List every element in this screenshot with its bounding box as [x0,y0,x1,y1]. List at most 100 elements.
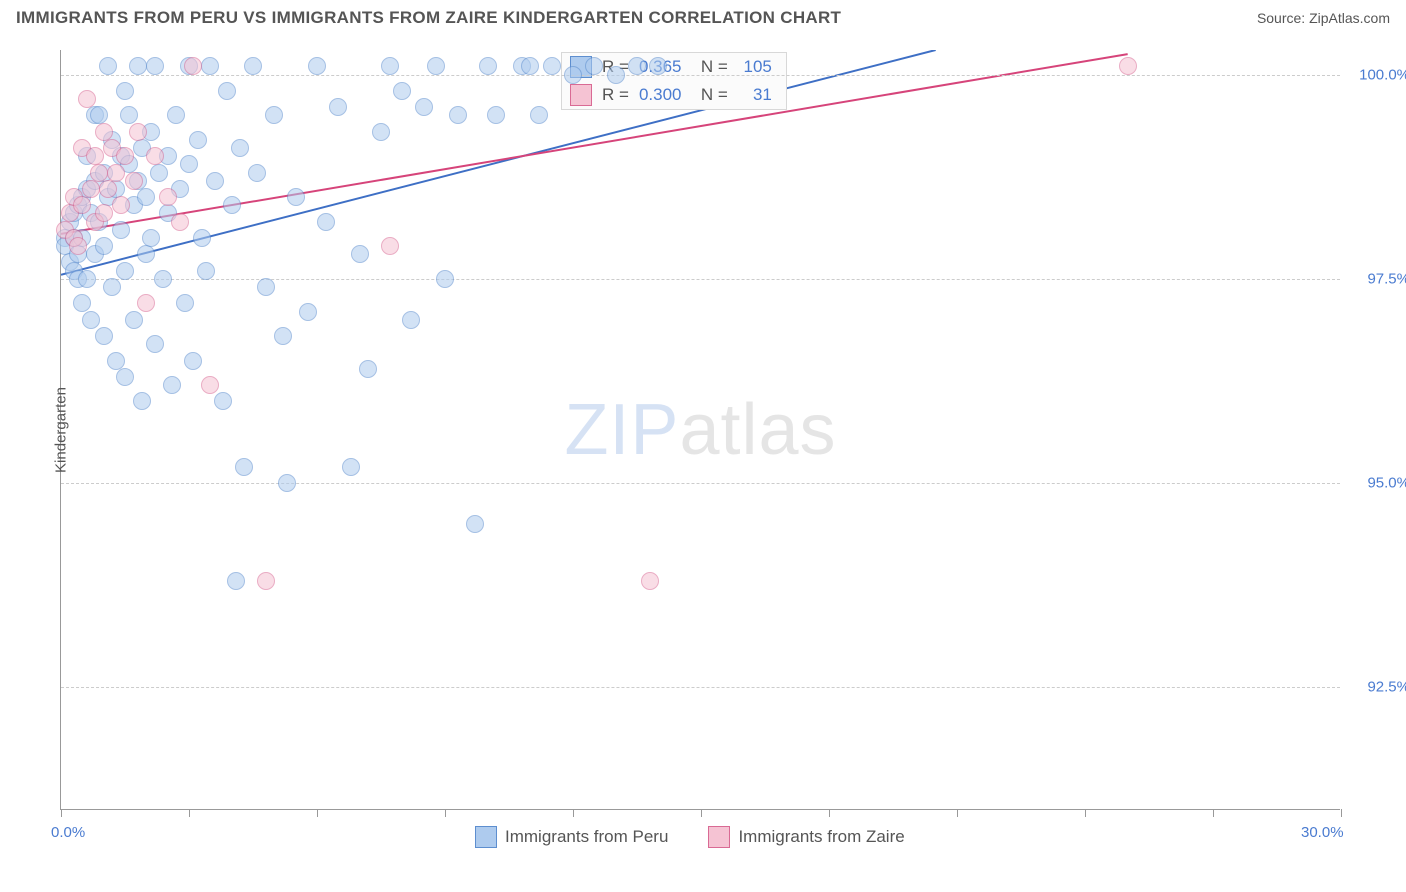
data-point [257,278,275,296]
data-point [248,164,266,182]
data-point [466,515,484,533]
data-point [107,164,125,182]
data-point [649,57,667,75]
y-tick-label: 92.5% [1350,679,1406,696]
data-point [257,572,275,590]
data-point [299,303,317,321]
plot-area: ZIPatlas R =0.365 N =105R =0.300 N =31 9… [60,50,1340,810]
x-tick [573,809,574,817]
watermark: ZIPatlas [564,389,836,471]
data-point [95,237,113,255]
data-point [90,106,108,124]
data-point [154,270,172,288]
legend-item: Immigrants from Peru [475,826,668,848]
legend-swatch [475,826,497,848]
data-point [150,164,168,182]
gridline [61,483,1340,484]
gridline [61,687,1340,688]
data-point [218,82,236,100]
data-point [171,213,189,231]
data-point [78,90,96,108]
data-point [146,335,164,353]
data-point [73,196,91,214]
y-tick-label: 97.5% [1350,270,1406,287]
data-point [125,172,143,190]
data-point [133,392,151,410]
x-tick [445,809,446,817]
data-point [90,164,108,182]
data-point [244,57,262,75]
data-point [137,294,155,312]
data-point [449,106,467,124]
legend-item-label: Immigrants from Peru [505,827,668,847]
legend-item: Immigrants from Zaire [708,826,904,848]
legend-swatch [570,84,592,106]
data-point [274,327,292,345]
data-point [479,57,497,75]
legend-n-label: N = [691,85,727,105]
x-tick [701,809,702,817]
x-tick-label: 30.0% [1301,824,1344,841]
x-tick-label: 0.0% [51,824,85,841]
data-point [223,196,241,214]
data-point [436,270,454,288]
data-point [95,327,113,345]
data-point [86,147,104,165]
data-point [641,572,659,590]
data-point [278,474,296,492]
data-point [159,188,177,206]
data-point [189,131,207,149]
data-point [180,155,198,173]
data-point [543,57,561,75]
data-point [585,57,603,75]
legend-n-value: 31 [738,85,772,105]
data-point [402,311,420,329]
data-point [184,57,202,75]
data-point [112,221,130,239]
data-point [146,57,164,75]
data-point [137,245,155,263]
data-point [530,106,548,124]
data-point [351,245,369,263]
legend-r-value: 0.300 [639,85,682,105]
x-tick [1213,809,1214,817]
legend-row: R =0.300 N =31 [562,81,786,109]
data-point [163,376,181,394]
data-point [393,82,411,100]
data-point [116,82,134,100]
data-point [167,106,185,124]
data-point [265,106,283,124]
data-point [107,352,125,370]
data-point [1119,57,1137,75]
data-point [82,311,100,329]
data-point [116,368,134,386]
data-point [342,458,360,476]
x-tick [317,809,318,817]
data-point [381,237,399,255]
data-point [427,57,445,75]
data-point [112,196,130,214]
data-point [329,98,347,116]
data-point [607,66,625,84]
data-point [359,360,377,378]
data-point [73,294,91,312]
x-tick [189,809,190,817]
data-point [372,123,390,141]
data-point [628,57,646,75]
data-point [125,311,143,329]
data-point [69,237,87,255]
data-point [287,188,305,206]
y-tick-label: 100.0% [1350,66,1406,83]
x-tick [957,809,958,817]
data-point [381,57,399,75]
data-point [201,376,219,394]
data-point [487,106,505,124]
x-tick [1341,809,1342,817]
y-axis-label: Kindergarten [52,387,69,473]
data-point [146,147,164,165]
data-point [227,572,245,590]
data-point [82,180,100,198]
data-point [197,262,215,280]
data-point [206,172,224,190]
data-point [95,123,113,141]
